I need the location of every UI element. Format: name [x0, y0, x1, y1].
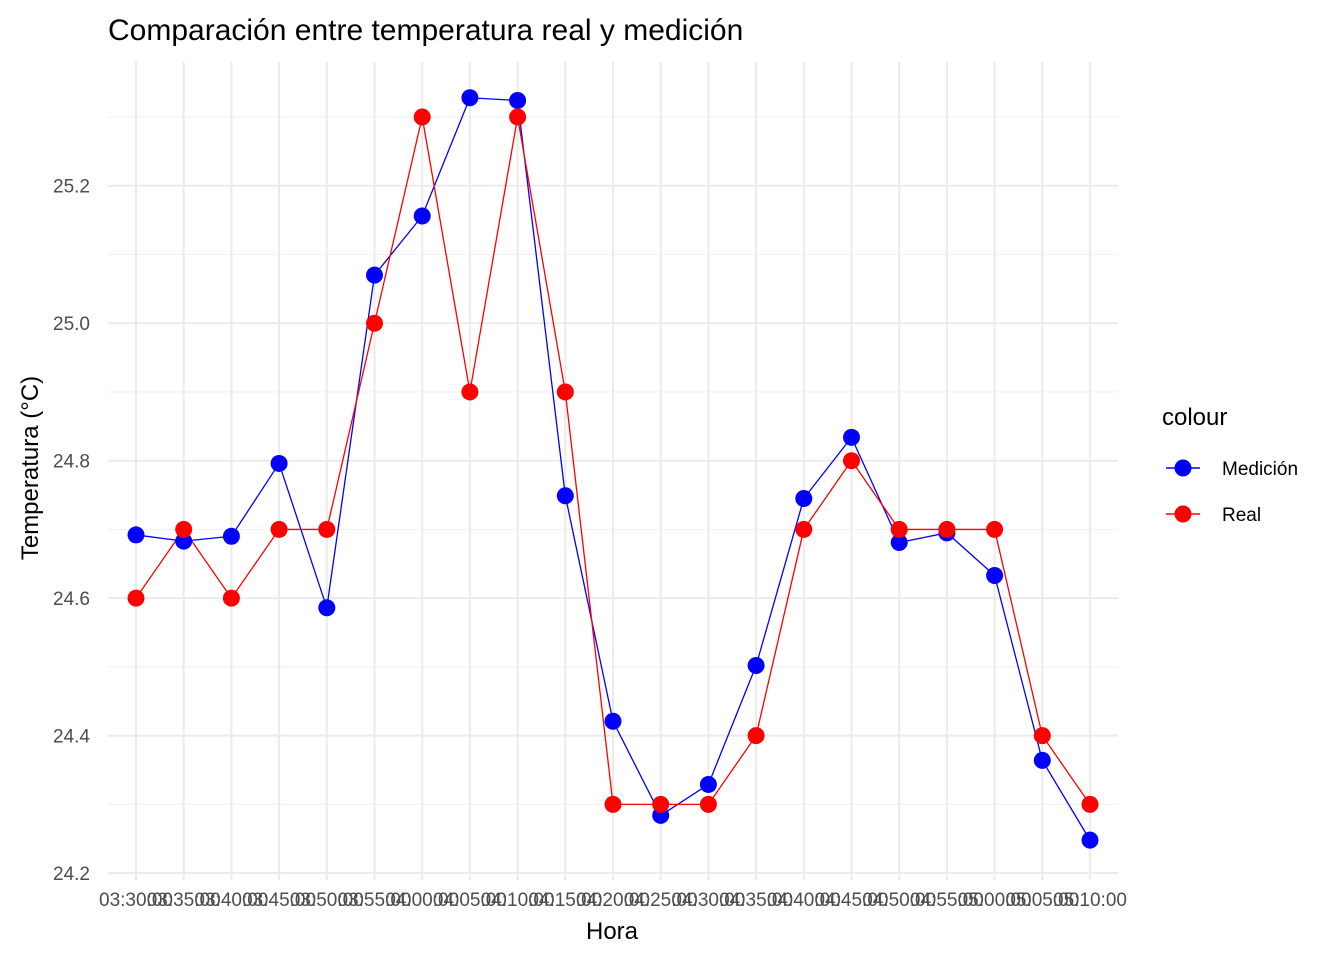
x-tick-label: 04:00:00	[385, 890, 459, 911]
x-tick-label: 03:30:00	[99, 890, 173, 911]
x-tick-label: 04:40:00	[767, 890, 841, 911]
data-point	[699, 775, 717, 793]
x-tick-label: 04:45:00	[815, 890, 889, 911]
data-point	[747, 727, 765, 745]
data-point	[843, 452, 860, 470]
x-tick-label: 03:55:00	[338, 890, 412, 911]
data-point	[175, 532, 193, 550]
data-point	[890, 533, 908, 551]
data-point	[318, 520, 336, 538]
data-point	[1033, 727, 1051, 745]
data-point	[890, 520, 908, 538]
y-tick-label: 24.8	[53, 452, 90, 473]
x-tick-label: 04:10:00	[481, 890, 555, 911]
x-tick-label: 04:05:00	[433, 890, 507, 911]
data-point	[986, 566, 1004, 584]
data-point	[127, 526, 145, 544]
x-tick-label: 05:00:00	[958, 890, 1032, 911]
legend: colour Medición Real	[1162, 404, 1298, 526]
data-point	[938, 520, 956, 538]
data-point	[747, 657, 765, 675]
y-axis-ticks: 24.2 24.4 24.6 24.8 25.0 25.2	[53, 177, 90, 885]
x-tick-label: 03:45:00	[242, 890, 316, 911]
x-tick-label: 04:35:00	[719, 890, 793, 911]
y-axis-title: Temperatura (°C)	[17, 376, 44, 560]
chart-title: Comparación entre temperatura real y med…	[108, 14, 743, 47]
data-point	[843, 428, 860, 446]
y-tick-label: 25.2	[53, 177, 90, 198]
data-point	[366, 266, 383, 284]
series-layer	[127, 89, 1099, 849]
data-point	[556, 487, 574, 505]
data-point	[556, 383, 574, 401]
data-point	[604, 712, 622, 730]
x-tick-label: 03:35:00	[147, 890, 221, 911]
legend-label: Real	[1222, 505, 1261, 526]
data-point	[699, 795, 717, 813]
x-tick-label: 05:10:00	[1053, 890, 1127, 911]
data-point	[222, 589, 240, 607]
x-axis-title: Hora	[586, 918, 639, 945]
data-point	[509, 108, 527, 126]
data-point	[986, 520, 1004, 538]
legend-key-point	[1174, 459, 1192, 477]
y-tick-label: 24.6	[53, 589, 90, 610]
data-point	[604, 795, 622, 813]
legend-key-point	[1174, 505, 1192, 523]
data-point	[1081, 795, 1099, 813]
x-tick-label: 04:50:00	[862, 890, 936, 911]
data-point	[270, 520, 288, 538]
x-tick-label: 04:25:00	[624, 890, 698, 911]
data-point	[461, 89, 479, 107]
x-tick-label: 04:15:00	[528, 890, 602, 911]
data-point	[795, 489, 813, 507]
data-point	[1081, 831, 1099, 849]
data-point	[127, 589, 145, 607]
y-tick-label: 24.4	[53, 727, 90, 748]
x-tick-label: 03:50:00	[290, 890, 364, 911]
y-tick-label: 25.0	[53, 314, 90, 335]
x-tick-label: 04:30:00	[671, 890, 745, 911]
grid	[108, 62, 1118, 880]
x-tick-label: 04:55:00	[910, 890, 984, 911]
data-point	[795, 520, 813, 538]
data-point	[461, 383, 479, 401]
x-tick-label: 04:20:00	[576, 890, 650, 911]
data-point	[413, 207, 431, 225]
data-point	[270, 454, 288, 472]
legend-label: Medición	[1222, 459, 1298, 480]
data-point	[222, 527, 240, 545]
data-point	[366, 314, 383, 332]
x-tick-label: 05:05:00	[1005, 890, 1079, 911]
legend-title: colour	[1162, 404, 1227, 431]
data-point	[509, 91, 527, 109]
data-point	[318, 599, 336, 617]
x-tick-label: 03:40:00	[194, 890, 268, 911]
data-point	[175, 520, 193, 538]
x-axis-ticks: 03:30:0003:35:0003:40:0003:45:0003:50:00…	[99, 890, 1127, 911]
y-tick-label: 24.2	[53, 864, 90, 885]
data-point	[413, 108, 431, 126]
data-point	[1033, 751, 1051, 769]
data-point	[652, 795, 670, 813]
